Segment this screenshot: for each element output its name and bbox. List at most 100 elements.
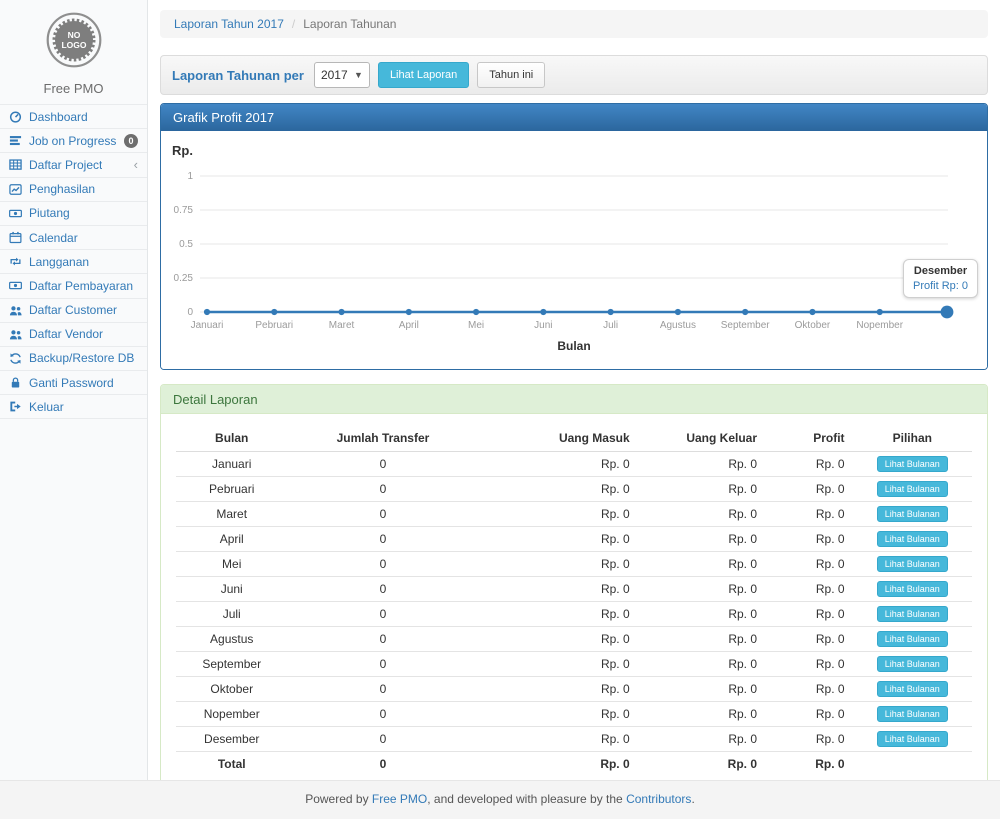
month-cell: Mei: [176, 551, 288, 577]
sidebar-item-daftar-project[interactable]: Daftar Project ‹: [0, 152, 147, 176]
profit-cell: Rp. 0: [765, 451, 853, 477]
lihat-bulanan-button[interactable]: Lihat Bulanan: [876, 581, 948, 597]
lihat-bulanan-button[interactable]: Lihat Bulanan: [876, 556, 948, 572]
year-select[interactable]: 2017 ▼: [313, 62, 370, 88]
data-point-maret[interactable]: [338, 308, 345, 316]
data-point-april[interactable]: [405, 308, 412, 316]
total-label: Total: [217, 756, 246, 771]
x-tick-label: Juli: [603, 320, 618, 331]
y-tick-label: 0: [187, 307, 193, 318]
profit-cell: Rp. 0: [765, 676, 853, 702]
data-point-desember[interactable]: [940, 305, 954, 319]
sidebar-item-label: Dashboard: [29, 109, 88, 124]
transfer-cell: 0: [287, 676, 479, 702]
lock-icon: [9, 376, 23, 390]
transfer-cell: 0: [287, 501, 479, 527]
chart-tooltip: Desember Profit Rp: 0: [903, 259, 979, 298]
total-uang-masuk: Rp. 0: [600, 756, 630, 771]
view-report-button[interactable]: Lihat Laporan: [377, 61, 470, 89]
table-row-nopember: Nopember 0 Rp. 0 Rp. 0 Rp. 0 Lihat Bulanan: [176, 701, 972, 727]
table-row-oktober: Oktober 0 Rp. 0 Rp. 0 Rp. 0 Lihat Bulanan: [176, 676, 972, 702]
column-header-bulan: Bulan: [176, 425, 288, 452]
uang-keluar-cell: Rp. 0: [637, 626, 766, 652]
lihat-bulanan-button[interactable]: Lihat Bulanan: [876, 606, 948, 622]
data-point-nopember[interactable]: [876, 308, 883, 316]
lihat-bulanan-button[interactable]: Lihat Bulanan: [876, 456, 948, 472]
sidebar-item-daftar-customer[interactable]: Daftar Customer: [0, 297, 147, 322]
this-year-button[interactable]: Tahun ini: [477, 61, 546, 89]
sidebar-item-label: Langganan: [29, 254, 90, 269]
data-point-agustus[interactable]: [674, 308, 682, 316]
profit-cell: Rp. 0: [765, 626, 853, 652]
lihat-bulanan-button[interactable]: Lihat Bulanan: [876, 481, 948, 497]
lihat-bulanan-button[interactable]: Lihat Bulanan: [876, 631, 948, 647]
sidebar-item-penghasilan[interactable]: Penghasilan: [0, 176, 147, 201]
profit-cell: Rp. 0: [765, 526, 853, 552]
uang-keluar-cell: Rp. 0: [637, 601, 766, 627]
sidebar-item-piutang[interactable]: Piutang: [0, 200, 147, 225]
users-icon: [9, 303, 23, 317]
chart-panel-title: Grafik Profit 2017: [161, 104, 987, 131]
profit-cell: Rp. 0: [765, 651, 853, 677]
x-tick-label: Nopember: [856, 320, 903, 331]
sidebar-item-daftar-pembayaran[interactable]: Daftar Pembayaran: [0, 273, 147, 297]
profit-cell: Rp. 0: [765, 501, 853, 527]
detail-panel: Detail Laporan Bulan Jumlah Transfer Uang …: [160, 384, 988, 790]
logo-text-line2: LOGO: [61, 40, 86, 50]
action-cell: Lihat Bulanan: [852, 701, 972, 727]
profit-cell: Rp. 0: [765, 576, 853, 602]
no-logo-icon: NO LOGO: [46, 12, 101, 68]
lihat-bulanan-button[interactable]: Lihat Bulanan: [876, 681, 948, 697]
table-row-mei: Mei 0 Rp. 0 Rp. 0 Rp. 0 Lihat Bulanan: [176, 551, 972, 577]
sidebar-item-job-on-progress[interactable]: Job on Progress 0: [0, 128, 147, 152]
sidebar-item-backup-restore-db[interactable]: Backup/Restore DB: [0, 345, 147, 370]
total-transfer: 0: [379, 756, 387, 771]
column-header-uang-keluar: Uang Keluar: [637, 425, 766, 452]
month-cell: September: [176, 651, 288, 677]
data-point-juli[interactable]: [607, 308, 614, 316]
table-row-pebruari: Pebruari 0 Rp. 0 Rp. 0 Rp. 0 Lihat Bulanan: [176, 476, 972, 502]
sidebar-item-daftar-vendor[interactable]: Daftar Vendor: [0, 321, 147, 346]
uang-masuk-cell: Rp. 0: [478, 701, 638, 727]
refresh-icon: [9, 351, 23, 365]
uang-keluar-cell: Rp. 0: [637, 451, 766, 477]
data-point-oktober[interactable]: [809, 308, 816, 316]
data-point-mei[interactable]: [472, 308, 480, 316]
lihat-bulanan-button[interactable]: Lihat Bulanan: [876, 656, 948, 672]
lihat-bulanan-button[interactable]: Lihat Bulanan: [876, 506, 948, 522]
uang-keluar-cell: Rp. 0: [637, 576, 766, 602]
transfer-cell: 0: [287, 601, 479, 627]
data-point-januari[interactable]: [203, 308, 211, 316]
footer-text-middle: , and developed with pleasure by the: [427, 792, 627, 806]
retweet-icon: [9, 255, 23, 269]
footer-link-contributors[interactable]: Contributors: [626, 792, 692, 806]
sidebar-item-keluar[interactable]: Keluar: [0, 394, 147, 418]
uang-masuk-cell: Rp. 0: [478, 476, 638, 502]
sidebar-item-calendar[interactable]: Calendar: [0, 224, 147, 249]
data-point-september[interactable]: [742, 308, 749, 316]
sidebar-item-ganti-password[interactable]: Ganti Password: [0, 370, 147, 394]
sidebar-item-label: Keluar: [29, 399, 64, 414]
x-tick-label: Oktober: [795, 320, 831, 331]
profit-chart: Desember Profit Rp: 0 Rp. 1 0.75 0.5 0.25 0 Ja…: [161, 131, 987, 369]
sidebar-item-dashboard[interactable]: Dashboard: [0, 104, 147, 128]
transfer-cell: 0: [287, 726, 479, 752]
chart-svg: Rp. 1 0.75 0.5 0.25 0 Januari Pebruari Maret Apri…: [172, 143, 954, 353]
tooltip-value: Profit Rp: 0: [913, 280, 969, 292]
data-point-pebruari[interactable]: [271, 308, 278, 316]
y-tick-label: 0.75: [174, 205, 194, 216]
profit-cell: Rp. 0: [765, 551, 853, 577]
sidebar-item-langganan[interactable]: Langganan: [0, 249, 147, 273]
table-total-row: Total 0 Rp. 0 Rp. 0 Rp. 0: [176, 752, 972, 776]
detail-table-wrap: Bulan Jumlah Transfer Uang Masuk Uang Kelua…: [161, 414, 987, 789]
lihat-bulanan-button[interactable]: Lihat Bulanan: [876, 706, 948, 722]
footer-link-freepmo[interactable]: Free PMO: [371, 792, 428, 806]
breadcrumb-link[interactable]: Laporan Tahun 2017: [174, 17, 284, 31]
lihat-bulanan-button[interactable]: Lihat Bulanan: [876, 731, 948, 747]
data-point-juni[interactable]: [540, 308, 547, 316]
chart-panel: Grafik Profit 2017 Desember Profit Rp: 0…: [160, 103, 988, 370]
table-row-juni: Juni 0 Rp. 0 Rp. 0 Rp. 0 Lihat Bulanan: [176, 576, 972, 602]
column-header-pilihan: Pilihan: [852, 425, 972, 452]
breadcrumb-separator: /: [291, 17, 296, 31]
lihat-bulanan-button[interactable]: Lihat Bulanan: [876, 531, 948, 547]
